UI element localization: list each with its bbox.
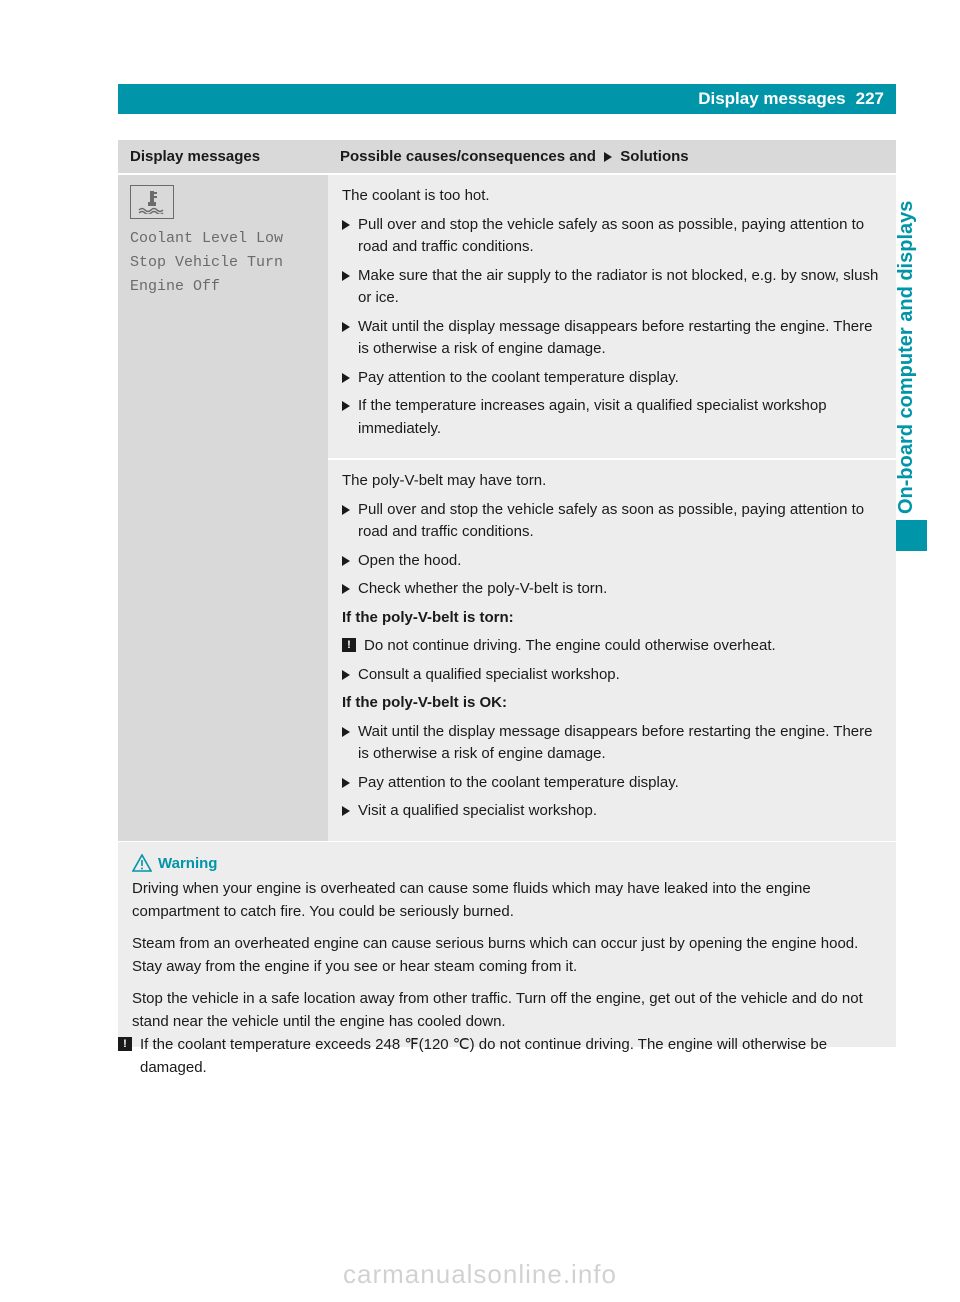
warning-heading: Warning: [132, 854, 882, 872]
arrow-icon: [342, 584, 350, 594]
bullet-text: Consult a qualified specialist workshop.: [358, 664, 882, 687]
bullet-item: Pay attention to the coolant temperature…: [342, 772, 882, 795]
bullet-text: Do not continue driving. The engine coul…: [364, 635, 882, 658]
arrow-icon: [342, 373, 350, 383]
arrow-icon: [342, 670, 350, 680]
arrow-icon: [342, 401, 350, 411]
header-title: Display messages: [698, 89, 845, 109]
condition-heading: If the poly-V-belt is torn:: [342, 607, 882, 630]
bullet-item: Pull over and stop the vehicle safely as…: [342, 214, 882, 259]
bullet-text: Wait until the display message disappear…: [358, 721, 882, 766]
bullet-item: Make sure that the air supply to the rad…: [342, 265, 882, 310]
bullet-text: Pull over and stop the vehicle safely as…: [358, 499, 882, 544]
footer-text: If the coolant temperature exceeds 248 ℉…: [140, 1034, 896, 1079]
bullet-item: Wait until the display message disappear…: [342, 721, 882, 766]
side-tab-label: On-board computer and displays: [896, 201, 917, 514]
warning-triangle-icon: [132, 854, 152, 872]
side-tab-marker: [896, 520, 927, 551]
coolant-temp-icon: [130, 185, 174, 219]
watermark: carmanualsonline.info: [0, 1259, 960, 1290]
warning-paragraph: Driving when your engine is overheated c…: [132, 878, 882, 923]
footer-bullet: ! If the coolant temperature exceeds 248…: [118, 1034, 896, 1079]
msg-line: Engine Off: [130, 275, 316, 299]
footer-note: ! If the coolant temperature exceeds 248…: [118, 1034, 896, 1079]
section-side-tab: On-board computer and displays: [896, 84, 927, 544]
page-header: Display messages 227: [118, 84, 896, 114]
bullet-text: Wait until the display message disappear…: [358, 316, 882, 361]
bullet-text: Visit a qualified specialist workshop.: [358, 800, 882, 823]
exclamation-icon: !: [342, 638, 356, 652]
arrow-icon: [604, 152, 612, 162]
bullet-text: Make sure that the air supply to the rad…: [358, 265, 882, 310]
arrow-icon: [342, 806, 350, 816]
condition-heading: If the poly-V-belt is OK:: [342, 692, 882, 715]
arrow-icon: [342, 556, 350, 566]
bullet-text: Pay attention to the coolant temperature…: [358, 367, 882, 390]
warning-paragraph: Stop the vehicle in a safe location away…: [132, 988, 882, 1033]
bullet-item: If the temperature increases again, visi…: [342, 395, 882, 440]
solution-block-1: The coolant is too hot. Pull over and st…: [328, 173, 896, 458]
warning-bullet: ! Do not continue driving. The engine co…: [342, 635, 882, 658]
arrow-icon: [342, 271, 350, 281]
table-row: Coolant Level Low Stop Vehicle Turn Engi…: [118, 173, 896, 841]
bullet-text: If the temperature increases again, visi…: [358, 395, 882, 440]
messages-table: Display messages Possible causes/consequ…: [118, 140, 896, 841]
bullet-text: Open the hood.: [358, 550, 882, 573]
exclamation-icon: !: [118, 1037, 132, 1051]
intro-text: The poly-V-belt may have torn.: [342, 470, 882, 493]
arrow-icon: [342, 727, 350, 737]
warning-paragraph: Steam from an overheated engine can caus…: [132, 933, 882, 978]
table-header-right: Possible causes/consequences and Solutio…: [340, 148, 884, 165]
bullet-item: Check whether the poly-V-belt is torn.: [342, 578, 882, 601]
warning-box: Warning Driving when your engine is over…: [118, 842, 896, 1047]
solutions-cell: The coolant is too hot. Pull over and st…: [328, 173, 896, 841]
display-message-cell: Coolant Level Low Stop Vehicle Turn Engi…: [118, 173, 328, 841]
intro-text: The coolant is too hot.: [342, 185, 882, 208]
arrow-icon: [342, 220, 350, 230]
bullet-text: Check whether the poly-V-belt is torn.: [358, 578, 882, 601]
table-header-row: Display messages Possible causes/consequ…: [118, 140, 896, 173]
bullet-item: Consult a qualified specialist workshop.: [342, 664, 882, 687]
msg-line: Stop Vehicle Turn: [130, 251, 316, 275]
msg-line: Coolant Level Low: [130, 227, 316, 251]
warning-label: Warning: [158, 855, 217, 872]
arrow-icon: [342, 505, 350, 515]
bullet-item: Pull over and stop the vehicle safely as…: [342, 499, 882, 544]
solution-block-2: The poly-V-belt may have torn. Pull over…: [328, 458, 896, 841]
bullet-item: Visit a qualified specialist workshop.: [342, 800, 882, 823]
arrow-icon: [342, 322, 350, 332]
arrow-icon: [342, 778, 350, 788]
bullet-item: Wait until the display message disappear…: [342, 316, 882, 361]
header-page-number: 227: [856, 89, 884, 109]
bullet-item: Pay attention to the coolant temperature…: [342, 367, 882, 390]
table-header-left: Display messages: [130, 148, 340, 165]
bullet-text: Pull over and stop the vehicle safely as…: [358, 214, 882, 259]
bullet-text: Pay attention to the coolant temperature…: [358, 772, 882, 795]
bullet-item: Open the hood.: [342, 550, 882, 573]
